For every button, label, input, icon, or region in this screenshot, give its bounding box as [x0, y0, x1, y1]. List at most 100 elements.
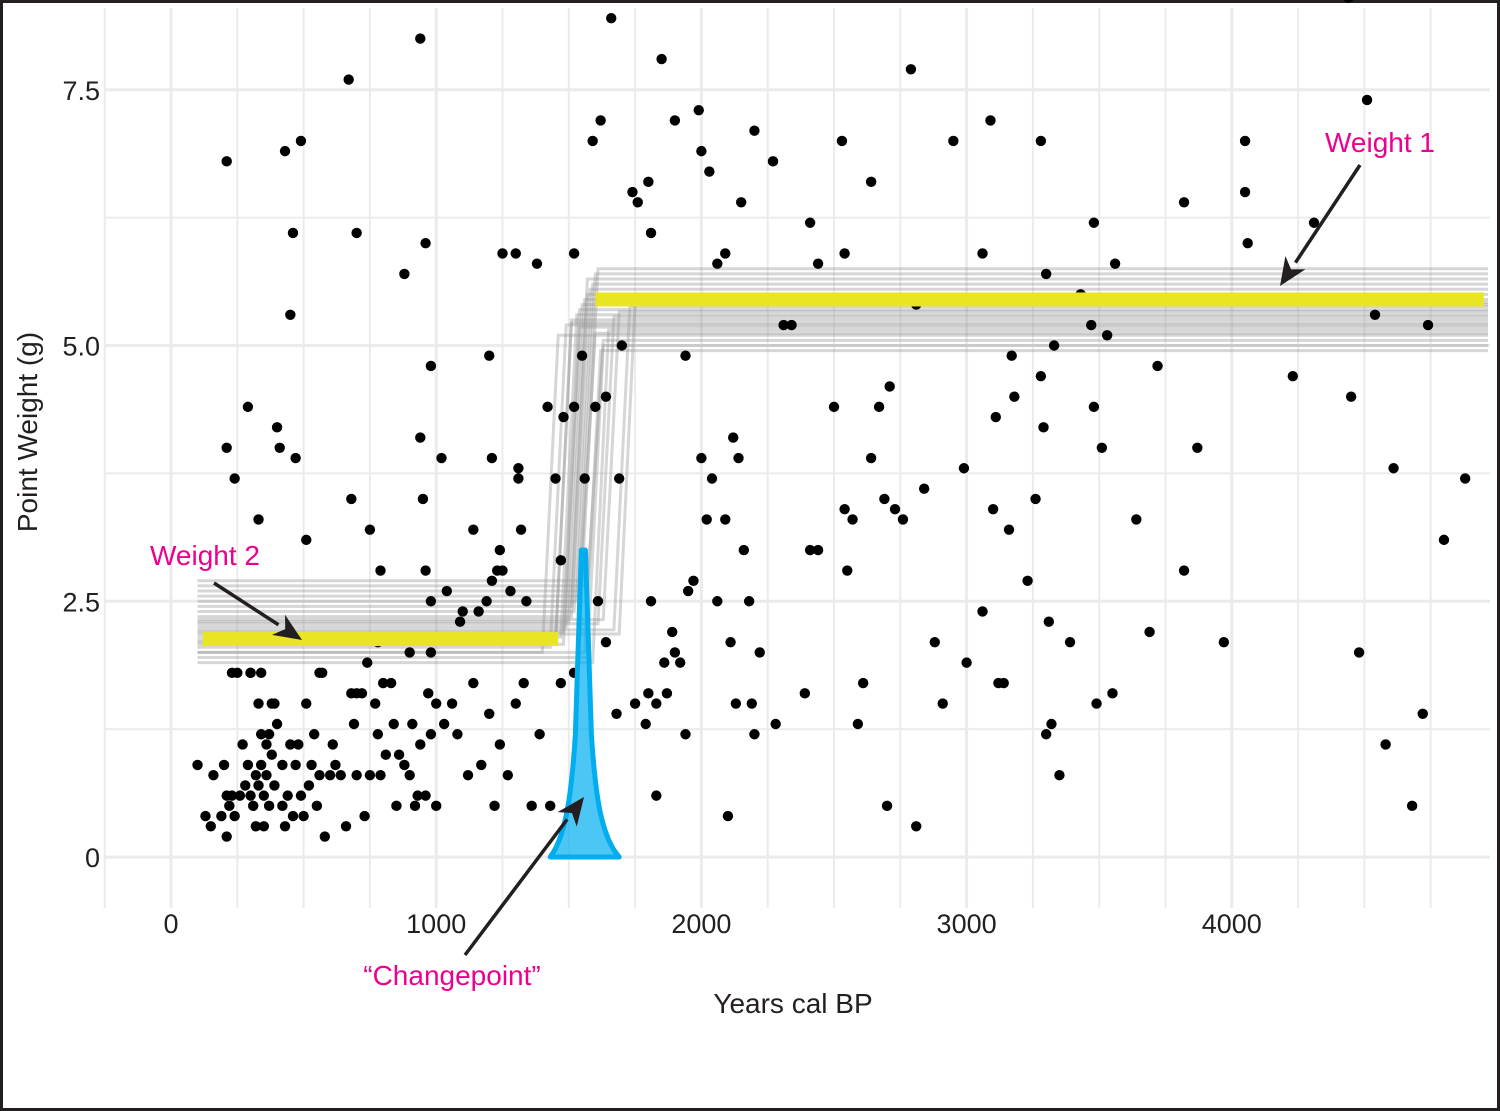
data-point — [545, 800, 556, 812]
data-point — [425, 729, 437, 740]
data-point — [253, 698, 264, 709]
data-point — [977, 248, 988, 259]
data-point — [218, 759, 230, 771]
data-point — [513, 463, 524, 474]
data-point — [1345, 391, 1357, 402]
data-point — [335, 769, 346, 781]
data-point — [881, 800, 893, 812]
data-point — [221, 442, 232, 453]
data-point — [375, 565, 386, 576]
data-point — [420, 790, 431, 801]
data-point — [1192, 442, 1203, 453]
data-point — [611, 708, 622, 719]
data-point — [1131, 514, 1142, 525]
data-point — [399, 268, 410, 280]
data-point — [226, 667, 238, 679]
data-points — [192, 0, 1471, 842]
data-point — [1096, 442, 1108, 453]
data-point — [576, 350, 588, 361]
data-point — [415, 33, 426, 44]
data-point — [242, 759, 254, 771]
posterior-step-lines — [197, 267, 1488, 665]
data-point — [918, 483, 930, 494]
data-point — [746, 698, 757, 709]
data-point — [998, 677, 1009, 689]
data-point — [351, 769, 362, 781]
y-tick-label: 5.0 — [62, 332, 100, 362]
data-point — [1242, 238, 1253, 249]
data-point — [645, 596, 657, 607]
data-point — [1308, 217, 1320, 228]
data-point — [730, 698, 742, 709]
data-point — [261, 769, 272, 781]
data-point — [1091, 698, 1102, 709]
data-point — [290, 452, 301, 464]
data-point — [680, 729, 691, 740]
data-point — [842, 565, 853, 576]
data-point — [735, 197, 747, 208]
data-point — [828, 401, 840, 413]
data-point — [712, 596, 723, 607]
data-point — [555, 555, 567, 566]
data-point — [1417, 708, 1428, 719]
data-point — [1048, 340, 1060, 351]
data-point — [1406, 800, 1418, 812]
annotation-weight-2: Weight 2 — [150, 540, 260, 571]
data-point — [279, 821, 291, 832]
data-point — [216, 810, 227, 822]
x-tick-label: 1000 — [406, 909, 466, 939]
data-point — [521, 596, 532, 607]
x-tick-label: 2000 — [671, 909, 731, 939]
data-point — [656, 53, 667, 65]
data-point — [937, 698, 948, 709]
data-point — [1030, 493, 1041, 505]
data-point — [258, 821, 270, 832]
data-point — [733, 452, 744, 464]
data-point — [404, 769, 415, 781]
data-point — [494, 544, 506, 556]
data-point — [812, 544, 824, 556]
data-point — [693, 105, 704, 116]
data-point — [481, 596, 492, 607]
data-point — [542, 401, 553, 413]
data-point — [377, 677, 389, 689]
weight-1-segment — [595, 292, 1484, 307]
data-point — [412, 790, 423, 801]
data-point — [651, 790, 662, 801]
data-point — [767, 156, 779, 167]
data-point — [452, 729, 463, 740]
data-point — [409, 800, 421, 812]
data-point — [441, 585, 453, 597]
x-tick-label: 0 — [163, 909, 178, 939]
data-point — [1218, 636, 1230, 648]
data-point — [497, 248, 508, 259]
data-point — [415, 739, 426, 750]
grid-minor — [103, 8, 1490, 908]
arrow-weight-1 — [1293, 164, 1362, 264]
data-point — [1178, 197, 1190, 208]
data-point — [550, 473, 561, 484]
data-point — [314, 769, 325, 781]
data-point — [804, 544, 816, 556]
data-point — [667, 626, 678, 638]
data-point — [468, 677, 479, 689]
data-point — [879, 493, 890, 505]
data-point — [415, 432, 426, 443]
data-point — [324, 769, 336, 781]
data-point — [1459, 473, 1471, 484]
data-point — [738, 544, 750, 556]
data-point — [277, 759, 288, 771]
data-point — [1088, 401, 1100, 413]
data-point — [865, 176, 877, 188]
data-point — [240, 780, 251, 791]
data-point — [314, 667, 325, 679]
data-point — [680, 350, 691, 361]
data-point — [486, 452, 498, 464]
data-point — [606, 12, 617, 24]
data-point — [248, 800, 259, 812]
data-point — [319, 831, 331, 842]
data-point — [446, 698, 458, 709]
data-point — [674, 657, 686, 668]
y-tick-label: 7.5 — [62, 76, 100, 106]
